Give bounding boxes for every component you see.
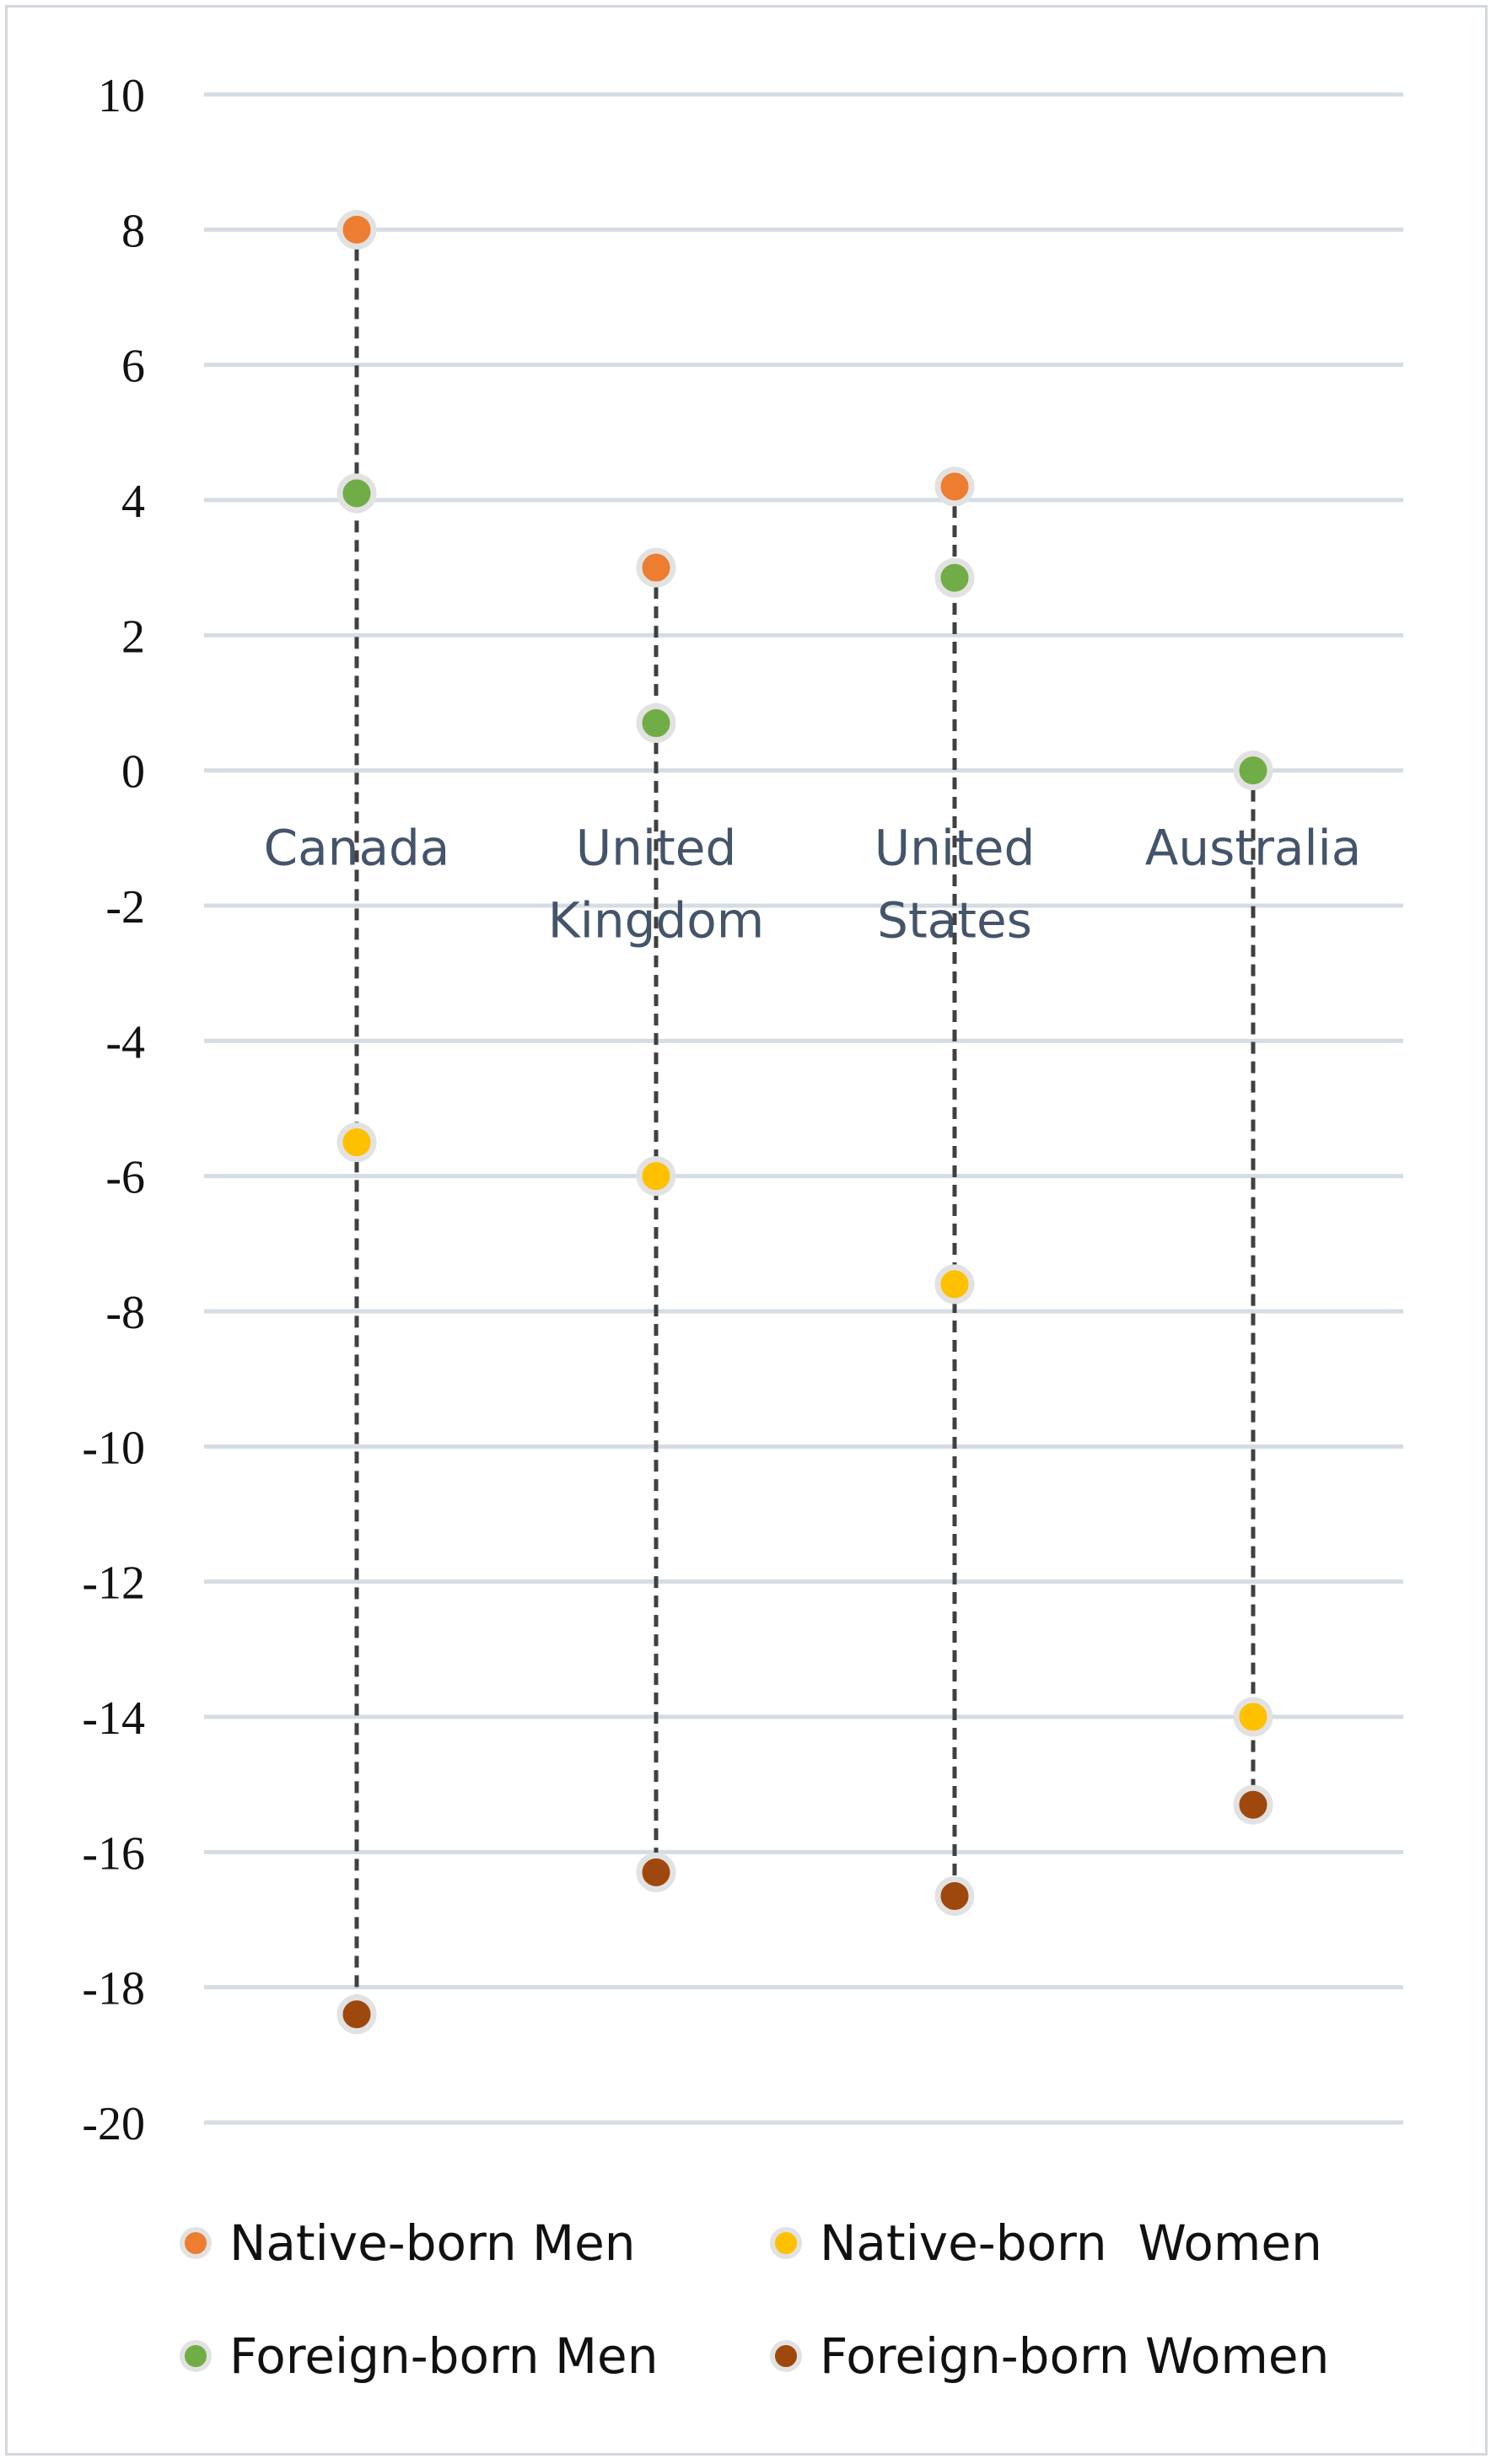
data-point	[636, 547, 676, 588]
data-point	[636, 1156, 676, 1197]
legend-label: Native-born Men	[229, 2214, 636, 2272]
chart-frame	[5, 5, 1488, 2456]
category-labels: Canada United Kingdom United States Australia	[264, 820, 1362, 950]
data-point	[1233, 750, 1273, 791]
y-tick-label: 4	[121, 476, 145, 528]
y-tick-label: 0	[121, 746, 145, 799]
data-point	[336, 473, 377, 514]
connector-lines	[354, 229, 1256, 2015]
legend-marker	[770, 2340, 802, 2372]
category-label: Australia	[1145, 820, 1362, 877]
data-point	[934, 1875, 975, 1916]
category-label-line: States	[877, 892, 1032, 950]
data-point	[934, 1264, 975, 1305]
category-label-line: Kingdom	[548, 892, 765, 950]
legend-marker	[180, 2227, 212, 2259]
y-tick-label: -2	[105, 881, 145, 933]
gridlines	[204, 92, 1403, 2125]
data-point	[336, 1122, 377, 1163]
data-points	[336, 209, 1273, 2035]
legend-label: Native-born Women	[820, 2214, 1322, 2272]
y-tick-label: 8	[121, 205, 145, 257]
data-point	[636, 703, 676, 744]
category-label: United Kingdom	[548, 820, 765, 950]
legend-marker	[770, 2227, 802, 2259]
y-tick-label: 2	[121, 611, 145, 663]
data-point	[934, 466, 975, 507]
legend-label: Foreign-born Men	[229, 2327, 658, 2385]
y-axis-tick-labels: 10 8 6 4 2 0 -2 -4 -6 -8 -10 -12 -14 -16 -18 -20	[82, 70, 145, 2150]
y-tick-label: -6	[105, 1152, 145, 1204]
legend-marker	[180, 2340, 212, 2372]
category-label-line: Australia	[1145, 820, 1362, 877]
data-point	[934, 557, 975, 598]
category-label-line: Canada	[264, 820, 450, 877]
data-point	[336, 209, 377, 250]
y-tick-label: 10	[98, 70, 145, 122]
y-tick-label: 6	[121, 341, 145, 393]
legend: Native-born Men Native-born Women Foreign-…	[180, 2214, 1329, 2385]
data-point	[336, 1994, 377, 2035]
y-tick-label: -16	[82, 1827, 145, 1880]
category-label: United States	[874, 820, 1036, 950]
y-tick-label: -20	[82, 2098, 145, 2150]
y-tick-label: -18	[82, 1963, 145, 2015]
data-point	[636, 1852, 676, 1892]
y-tick-label: -4	[105, 1016, 145, 1068]
y-tick-label: -8	[105, 1287, 145, 1339]
data-point	[1233, 1784, 1273, 1825]
category-label: Canada	[264, 820, 450, 877]
legend-label: Foreign-born Women	[820, 2327, 1329, 2385]
category-label-line: United	[874, 820, 1036, 877]
y-tick-label: -10	[82, 1422, 145, 1474]
data-point	[1233, 1697, 1273, 1737]
category-label-line: United	[576, 820, 737, 877]
y-tick-label: -14	[82, 1692, 145, 1745]
y-tick-label: -12	[82, 1557, 145, 1610]
